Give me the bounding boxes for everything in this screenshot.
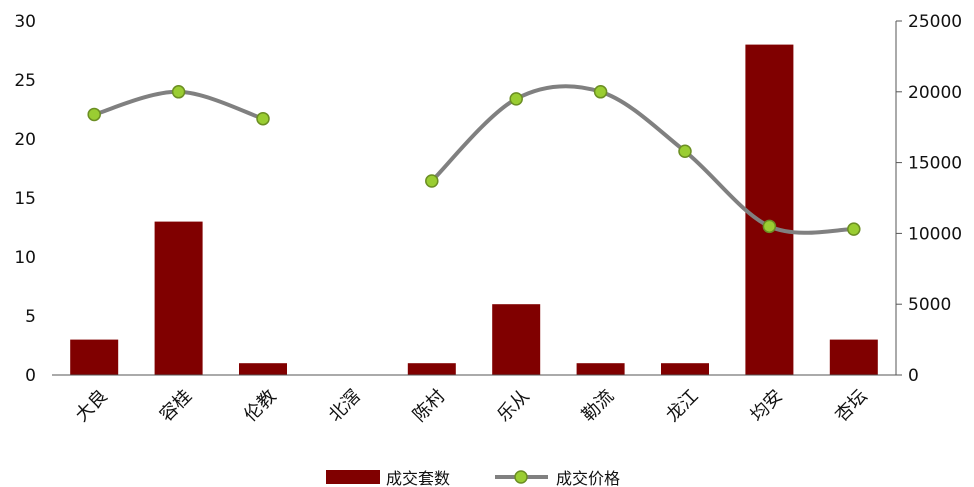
left-tick-label: 30 — [14, 12, 36, 32]
x-axis-labels: 大良 容桂 伦教 北滘 陈村 乐从 勒流 龙江 均安 杏坛 — [71, 386, 871, 426]
legend: 成交套数 成交价格 — [326, 469, 620, 487]
price-marker — [678, 144, 692, 159]
right-tick-label: 25000 — [908, 12, 962, 32]
legend-line-label: 成交价格 — [556, 469, 620, 487]
right-tick-label: 15000 — [908, 154, 962, 174]
category-label: 伦教 — [240, 386, 280, 426]
left-tick-label: 10 — [14, 248, 36, 268]
bar — [661, 363, 709, 375]
right-tick-label: 20000 — [908, 83, 962, 103]
right-tick-label: 10000 — [908, 224, 962, 244]
category-label: 容桂 — [156, 386, 196, 426]
bar — [239, 363, 287, 375]
left-tick-label: 0 — [25, 366, 36, 386]
bar — [407, 363, 456, 375]
category-label: 乐从 — [493, 386, 533, 426]
category-label: 勒流 — [578, 386, 618, 426]
bar — [154, 221, 203, 375]
category-label: 大良 — [71, 386, 111, 426]
price-marker — [171, 85, 186, 99]
bar — [492, 304, 541, 375]
bar — [576, 363, 625, 375]
category-label: 北滘 — [325, 386, 365, 426]
price-marker — [593, 85, 608, 99]
price-marker — [847, 222, 861, 236]
category-label: 龙江 — [662, 386, 702, 426]
legend-bar-swatch — [326, 470, 380, 484]
left-axis: 0 5 10 15 20 25 30 — [14, 12, 36, 386]
category-label: 陈村 — [409, 386, 449, 426]
price-marker — [509, 92, 523, 106]
bar — [829, 339, 878, 375]
bar — [745, 44, 794, 375]
legend-line-marker — [514, 470, 528, 484]
left-tick-label: 25 — [14, 71, 36, 91]
category-label: 均安 — [747, 386, 787, 426]
left-tick-label: 5 — [25, 307, 36, 327]
left-tick-label: 20 — [14, 130, 36, 150]
price-marker — [256, 111, 270, 126]
right-axis: 0 5000 10000 15000 20000 25000 — [895, 12, 962, 386]
line-series — [87, 84, 861, 236]
category-label: 杏坛 — [831, 386, 871, 426]
right-tick-label: 5000 — [908, 295, 951, 315]
right-tick-label: 0 — [908, 366, 919, 386]
price-marker — [87, 107, 101, 122]
price-marker — [762, 219, 777, 234]
bar-series — [70, 44, 878, 375]
left-tick-label: 15 — [14, 189, 36, 209]
legend-bar-label: 成交套数 — [386, 469, 450, 487]
price-marker — [425, 174, 439, 188]
bar — [70, 339, 119, 375]
